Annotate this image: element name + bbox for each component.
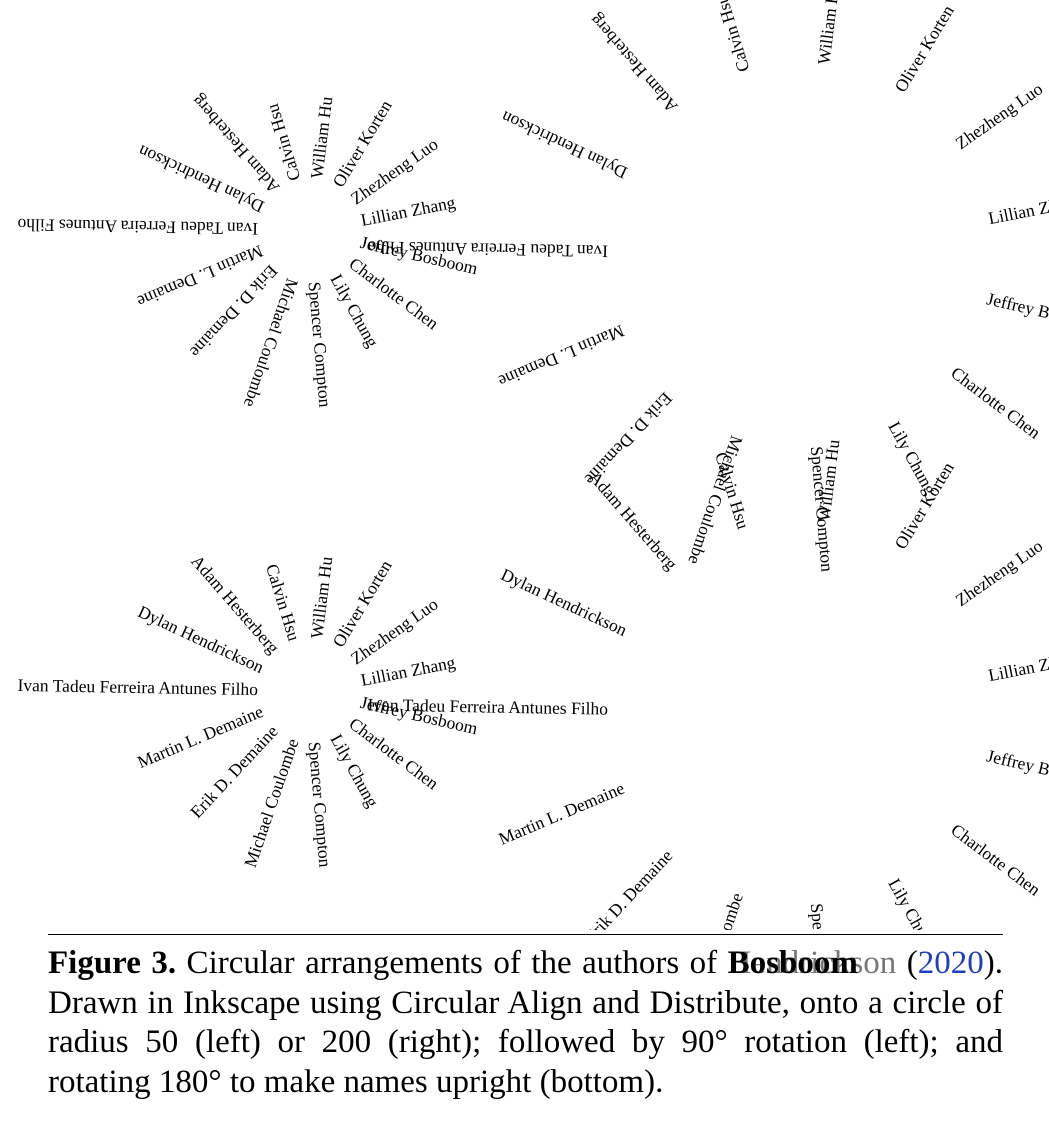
author-label: Calvin Hsu xyxy=(711,0,753,74)
author-label: Lillian Zhang xyxy=(987,190,1049,228)
author-label: Jeffrey Bosboom xyxy=(985,745,1049,792)
author-label: Spencer Compton xyxy=(305,741,336,868)
author-label: Charlotte Chen xyxy=(947,820,1044,900)
author-label: Martin L. Demaine xyxy=(495,321,627,392)
figure-label: Figure 3. xyxy=(48,945,177,981)
author-label: Ivan Tadeu Ferreira Antunes Filho xyxy=(17,675,258,699)
author-label: Ivan Tadeu Ferreira Antunes Filho xyxy=(17,215,258,239)
citation-author-a: Hendrickson xyxy=(727,945,897,981)
author-label: Martin L. Demaine xyxy=(495,778,627,849)
caption-divider xyxy=(48,934,1003,935)
author-label: Spencer Compton xyxy=(305,281,336,408)
figure-area: Zhezheng Luo Lillian Zhang Jeffrey Bosboom… xyxy=(17,0,1049,1030)
author-label: Zhezheng Luo xyxy=(952,535,1047,610)
author-label: William Hu xyxy=(813,0,843,66)
author-label: Erik D. Demaine xyxy=(581,845,677,930)
citation-year-link[interactable]: 2020 xyxy=(917,945,984,981)
author-label: Lillian Zhang xyxy=(359,652,457,690)
author-label: William Hu xyxy=(306,555,336,639)
author-label: Lillian Zhang xyxy=(359,192,457,230)
author-label: Ivan Tadeu Ferreira Antunes Filho xyxy=(367,694,608,718)
author-label: Jeffrey Bosboom xyxy=(985,288,1049,335)
year-open: ( xyxy=(906,945,918,981)
author-label: Spencer Compton xyxy=(807,902,838,930)
caption-text-2: ). Drawn in Inkscape using Circular Alig… xyxy=(48,945,1003,1100)
author-label: Dylan Hendrickson xyxy=(498,107,630,183)
citation-author-b: Bosboom xyxy=(727,945,858,981)
author-label: Adam Hesterberg xyxy=(585,467,681,574)
author-label: Lily Chung xyxy=(884,875,941,930)
caption-text-1: Circular arrangements of the authors of xyxy=(176,945,728,981)
author-label: Oliver Korten xyxy=(890,1,958,95)
citation-authors[interactable]: Hendrickson Bosboom xyxy=(728,944,897,984)
author-label: Charlotte Chen xyxy=(947,363,1044,443)
author-label: William Hu xyxy=(306,95,336,179)
figure-caption: Figure 3. Circular arrangements of the a… xyxy=(48,944,1003,1102)
author-label: Dylan Hendrickson xyxy=(498,564,630,640)
author-label: Adam Hesterberg xyxy=(585,10,681,117)
author-label: Ivan Tadeu Ferreira Antunes Filho xyxy=(367,237,608,261)
author-label: Lillian Zhang xyxy=(987,647,1049,685)
author-label: Zhezheng Luo xyxy=(952,78,1047,153)
author-label: Michael Coulombe xyxy=(684,890,747,930)
author-circles-figure: Zhezheng Luo Lillian Zhang Jeffrey Bosboom… xyxy=(17,0,1049,1030)
